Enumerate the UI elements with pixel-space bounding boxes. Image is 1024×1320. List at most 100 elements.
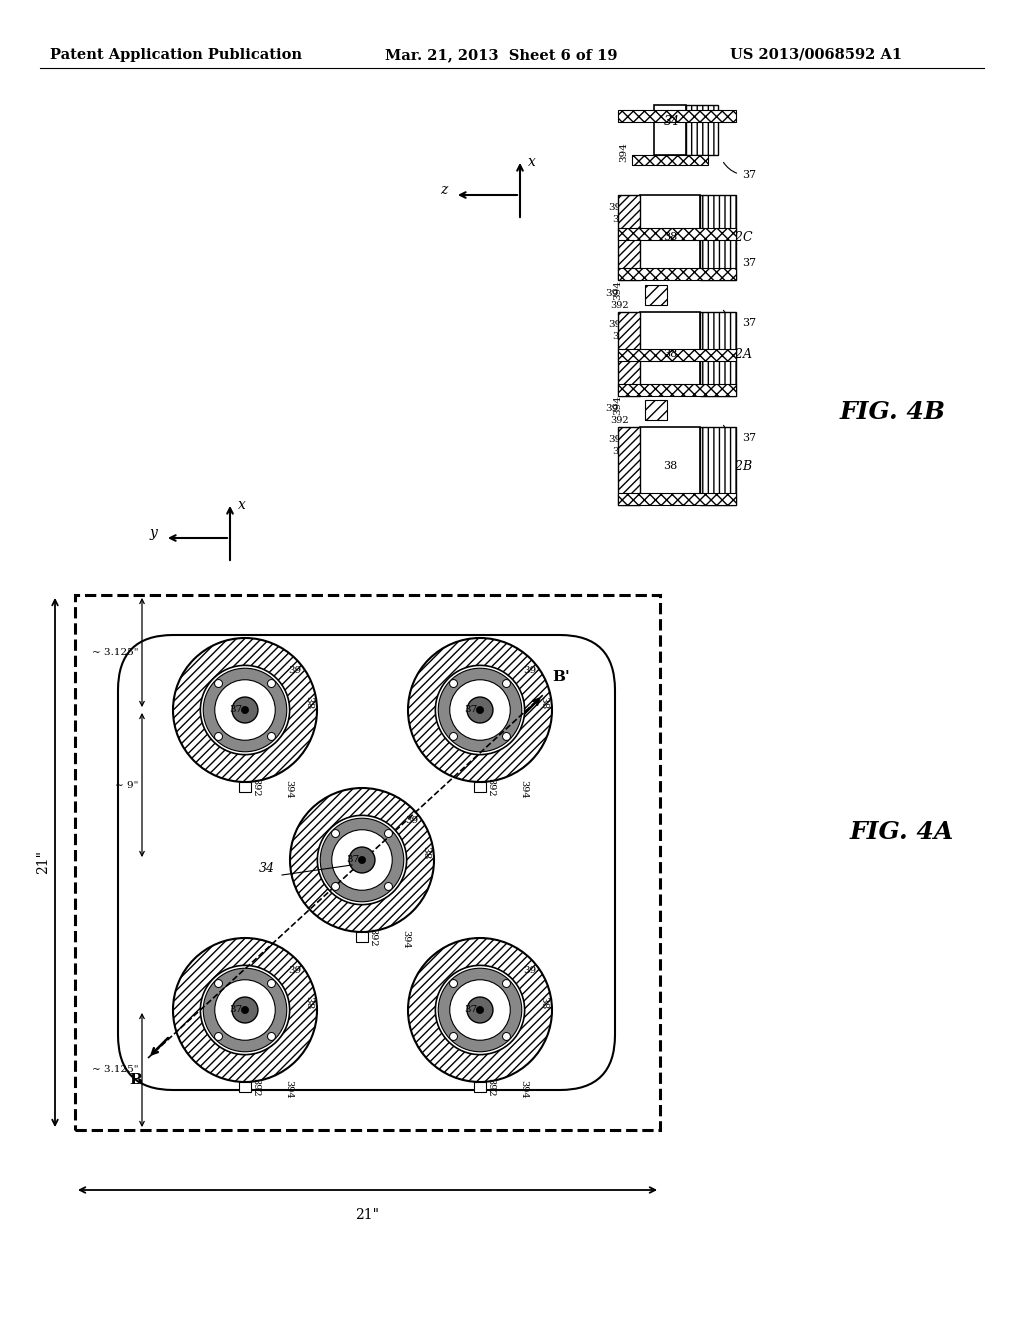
Text: 39: 39 [605, 404, 618, 413]
Text: 392: 392 [485, 779, 495, 797]
Text: 394: 394 [285, 1080, 294, 1098]
Bar [640, 312, 700, 396]
Circle shape [450, 680, 458, 688]
Circle shape [467, 697, 493, 723]
Bar [640, 195, 700, 280]
Bar [686, 106, 718, 154]
Circle shape [503, 979, 510, 987]
Text: Mar. 21, 2013  Sheet 6 of 19: Mar. 21, 2013 Sheet 6 of 19 [385, 48, 617, 62]
Text: 37: 37 [724, 162, 756, 180]
Circle shape [332, 883, 340, 891]
Circle shape [215, 979, 275, 1040]
Circle shape [173, 638, 317, 781]
Text: 38: 38 [304, 696, 313, 709]
Bar [618, 426, 640, 506]
Circle shape [173, 939, 317, 1082]
Circle shape [349, 847, 375, 873]
Circle shape [408, 638, 552, 781]
Text: B: B [129, 1073, 142, 1086]
Bar [654, 106, 686, 154]
Circle shape [435, 965, 524, 1055]
Circle shape [435, 665, 524, 755]
Bar [700, 426, 736, 506]
Circle shape [476, 1006, 483, 1014]
Bar [618, 492, 736, 506]
Text: 21": 21" [36, 850, 50, 874]
Text: 39: 39 [288, 966, 301, 975]
Text: 392: 392 [251, 779, 260, 797]
Circle shape [242, 1006, 249, 1014]
Text: 38: 38 [539, 696, 548, 709]
Bar [618, 312, 640, 396]
Circle shape [201, 965, 290, 1055]
Text: 38: 38 [663, 461, 677, 471]
Text: 39: 39 [608, 436, 622, 444]
Text: 394: 394 [613, 395, 622, 414]
Circle shape [267, 979, 275, 987]
Circle shape [450, 733, 458, 741]
Text: FIG. 4B: FIG. 4B [840, 400, 946, 424]
Circle shape [215, 733, 222, 741]
Circle shape [267, 680, 275, 688]
Bar [645, 285, 667, 305]
Circle shape [450, 1032, 458, 1040]
Text: 21": 21" [355, 1208, 380, 1222]
Circle shape [450, 680, 510, 741]
Bar [474, 1082, 486, 1092]
Text: 392: 392 [251, 1078, 260, 1097]
Text: 394: 394 [519, 1080, 528, 1098]
Bar [700, 312, 736, 396]
Circle shape [203, 969, 287, 1052]
Text: ~ 9": ~ 9" [115, 780, 138, 789]
Text: 37: 37 [229, 705, 243, 714]
Text: 39: 39 [406, 816, 419, 825]
Text: 39: 39 [605, 289, 618, 298]
Circle shape [332, 829, 340, 837]
Circle shape [450, 979, 458, 987]
Text: 37: 37 [465, 1006, 478, 1015]
Text: 37: 37 [465, 705, 478, 714]
Bar [640, 426, 700, 506]
Text: 38: 38 [304, 997, 313, 1010]
Text: 37: 37 [347, 855, 360, 865]
Circle shape [385, 883, 392, 891]
Text: Patent Application Publication: Patent Application Publication [50, 48, 302, 62]
Circle shape [438, 668, 522, 752]
Text: 39: 39 [608, 203, 622, 213]
Text: 392: 392 [368, 928, 377, 946]
Text: ~ 3.125": ~ 3.125" [91, 648, 138, 657]
Text: 38: 38 [663, 232, 677, 243]
Text: 38: 38 [539, 997, 548, 1010]
Circle shape [450, 979, 510, 1040]
Text: 394: 394 [401, 929, 411, 949]
Text: 37: 37 [724, 249, 756, 268]
Circle shape [290, 788, 434, 932]
Text: 32A: 32A [728, 347, 753, 360]
Text: x: x [238, 498, 246, 512]
Circle shape [503, 680, 510, 688]
Circle shape [215, 979, 222, 987]
Circle shape [332, 830, 392, 890]
Text: y: y [150, 525, 158, 540]
Bar [356, 932, 368, 942]
Text: 392: 392 [610, 416, 629, 425]
Bar [239, 1082, 251, 1092]
Circle shape [232, 997, 258, 1023]
Circle shape [215, 680, 222, 688]
Text: 39: 39 [608, 319, 622, 329]
Text: 37: 37 [724, 310, 756, 327]
Bar [75, 595, 660, 1130]
Text: 39: 39 [288, 665, 301, 675]
Text: 394: 394 [519, 780, 528, 799]
Bar [618, 110, 736, 121]
Bar [618, 228, 736, 240]
Circle shape [232, 697, 258, 723]
Text: 392: 392 [612, 215, 631, 224]
Bar [632, 154, 708, 165]
Circle shape [438, 969, 522, 1052]
Text: 38: 38 [421, 846, 430, 859]
Text: ~ 3.125": ~ 3.125" [91, 1065, 138, 1074]
Circle shape [203, 668, 287, 752]
Circle shape [476, 706, 483, 714]
Circle shape [242, 706, 249, 714]
